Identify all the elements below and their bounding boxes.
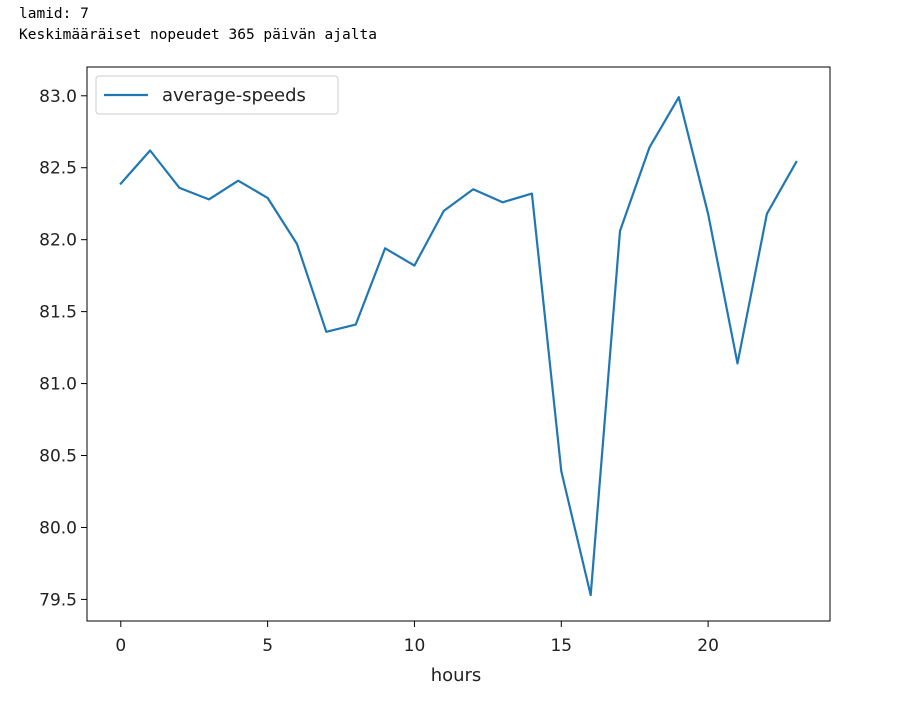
y-tick-label: 80.0 — [39, 518, 77, 538]
y-tick-label: 82.5 — [39, 159, 77, 179]
lamid-line: lamid: 7 — [19, 6, 89, 22]
x-tick-label: 10 — [404, 636, 426, 656]
legend: average-speeds — [95, 75, 339, 115]
series-line-average-speeds — [119, 96, 798, 597]
description-line: Keskimääräiset nopeudet 365 päivän ajalt… — [19, 27, 377, 43]
x-tick-label: 15 — [550, 636, 572, 656]
y-tick-label: 82.0 — [39, 231, 77, 251]
x-axis-label: hours — [431, 665, 482, 686]
x-tick-label: 20 — [697, 636, 719, 656]
legend-label-average-speeds: average-speeds — [162, 85, 306, 106]
plot-area — [87, 67, 830, 621]
y-tick-label: 81.0 — [39, 375, 77, 395]
plot-frame — [86, 66, 831, 622]
y-tick-label: 83.0 — [39, 87, 77, 107]
y-tick-label: 80.5 — [39, 447, 77, 467]
x-tick-label: 0 — [115, 636, 126, 656]
y-tick-label: 81.5 — [39, 303, 77, 323]
cell-output: lamid: 7 Keskimääräiset nopeudet 365 päiv… — [19, 4, 377, 46]
y-tick-label: 79.5 — [39, 590, 77, 610]
x-tick-label: 5 — [262, 636, 273, 656]
y-axis: 79.5 80.0 80.5 81.0 81.5 82.0 82.5 83.0 — [39, 87, 87, 610]
x-axis: 0 5 10 15 20 — [115, 621, 719, 656]
legend-box — [95, 75, 339, 115]
